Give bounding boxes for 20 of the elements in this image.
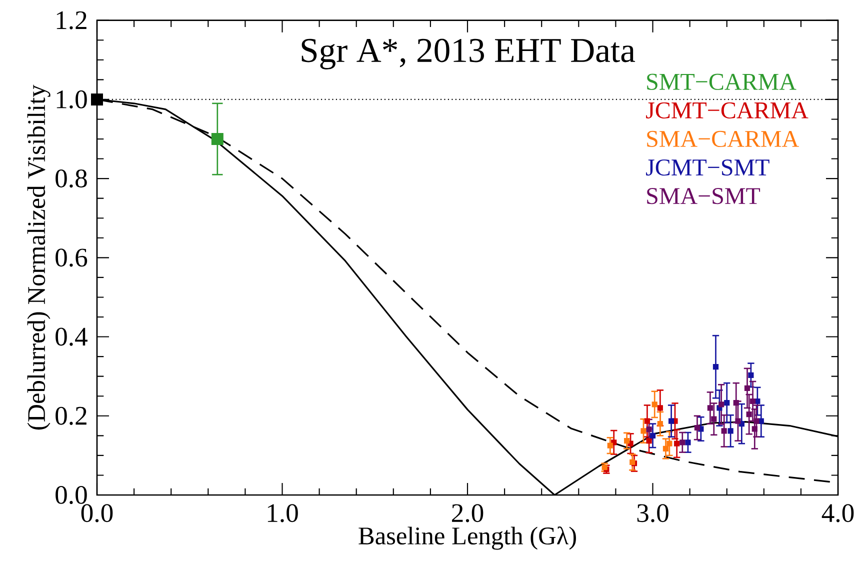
x-tick-label: 4.0 (822, 504, 854, 522)
x-tick-label: 1.0 (268, 504, 298, 522)
text: JCMT−SMT (646, 159, 770, 176)
chart-title: Sgr A*, 2013 EHT Data (302, 38, 636, 70)
y-tick-label: 1.2 (56, 11, 86, 30)
y-tick-label: 1.0 (56, 90, 87, 108)
x-tick-label: 0.0 (81, 504, 113, 522)
text: SMA−SMT (647, 188, 760, 204)
y-tick-label: 0.0 (56, 486, 87, 504)
y-tick-label: 0.6 (56, 248, 88, 267)
text: SMA−CARMA (647, 130, 799, 148)
x-axis-title: Baseline Length (Gλ) (358, 526, 576, 550)
text: JCMT−CARMA (646, 102, 808, 118)
text: SMT−CARMA (647, 74, 796, 90)
x-tick-label: 3.0 (637, 504, 668, 522)
y-tick-label: 0.8 (56, 170, 87, 188)
y-tick-label: 0.4 (56, 328, 88, 346)
y-tick-label: 0.2 (56, 406, 86, 425)
y-axis-title: (Deblurred) Normalized Visibility (27, 84, 50, 430)
x-tick-label: 2.0 (452, 504, 484, 522)
